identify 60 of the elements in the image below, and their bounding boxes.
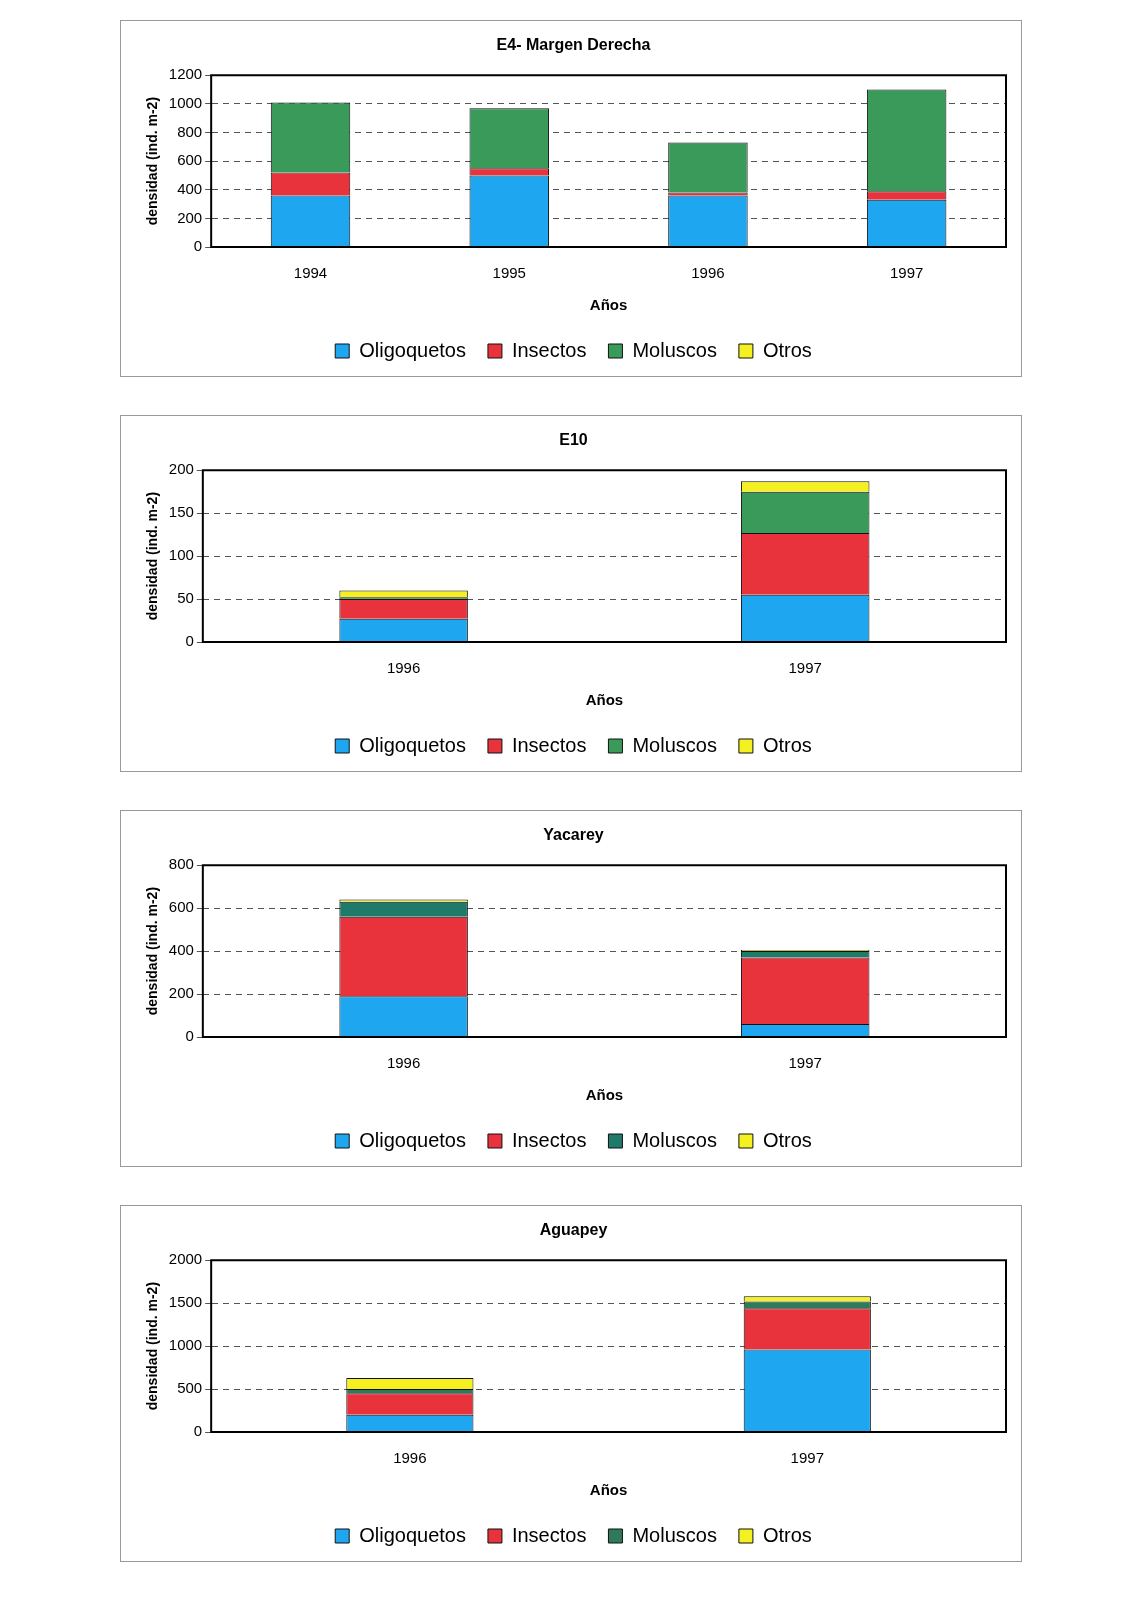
legend-label: Otros <box>762 733 812 756</box>
x-axis-title: Años <box>585 691 624 709</box>
x-tick-label: 1997 <box>788 659 822 677</box>
chart-title: Yacarey <box>543 826 604 844</box>
y-tick-label: 1000 <box>168 1336 203 1354</box>
y-tick-label: 600 <box>168 898 194 916</box>
legend-label: Insectos <box>511 1128 587 1151</box>
legend-label: Moluscos <box>632 733 717 756</box>
y-tick-label: 0 <box>185 632 194 650</box>
x-axis-title: Años <box>589 296 628 314</box>
y-tick-label: 400 <box>177 179 203 197</box>
chart-title: E10 <box>559 431 588 449</box>
x-tick-label: 1996 <box>386 1054 421 1072</box>
legend-label: Moluscos <box>632 1523 717 1546</box>
legend-label: Otros <box>762 1523 812 1546</box>
y-tick-label: 0 <box>193 1422 203 1440</box>
y-tick-label: 1000 <box>168 93 203 111</box>
y-tick-label: 500 <box>177 1379 203 1397</box>
legend-label: Insectos <box>511 1523 587 1546</box>
x-tick-label: 1996 <box>691 264 725 282</box>
x-tick-label: 1994 <box>293 264 328 282</box>
legend-label: Oligoquetos <box>359 733 466 756</box>
y-tick-label: 200 <box>177 208 203 226</box>
x-tick-label: 1997 <box>889 264 924 282</box>
y-tick-label: 1500 <box>168 1293 203 1311</box>
x-tick-label: 1997 <box>788 1054 822 1072</box>
y-tick-label: 600 <box>177 151 203 169</box>
legend-label: Moluscos <box>632 1128 717 1151</box>
x-tick-label: 1995 <box>492 264 526 282</box>
x-axis-title: Años <box>585 1086 624 1104</box>
chart-title: E4- Margen Derecha <box>496 36 651 54</box>
y-axis-title: densidad (ind. m-2) <box>144 1281 161 1411</box>
y-tick-label: 100 <box>168 546 194 564</box>
x-axis-title: Años <box>589 1481 628 1499</box>
y-tick-label: 0 <box>185 1027 194 1045</box>
y-tick-label: 400 <box>168 941 194 959</box>
x-tick-label: 1996 <box>393 1449 427 1467</box>
y-axis-title: densidad (ind. m-2) <box>144 491 161 621</box>
y-tick-label: 200 <box>168 984 194 1002</box>
y-tick-label: 0 <box>193 237 203 255</box>
y-tick-label: 2000 <box>168 1250 203 1268</box>
legend-label: Insectos <box>511 338 587 361</box>
legend-label: Otros <box>762 338 812 361</box>
y-axis-title: densidad (ind. m-2) <box>144 886 161 1016</box>
legend-label: Oligoquetos <box>359 1128 466 1151</box>
x-tick-label: 1996 <box>386 659 421 677</box>
x-tick-label: 1997 <box>790 1449 824 1467</box>
y-tick-label: 800 <box>168 855 194 873</box>
legend-label: Oligoquetos <box>359 1523 466 1546</box>
chart-title: Aguapey <box>539 1221 608 1239</box>
y-tick-label: 150 <box>168 503 194 521</box>
y-axis-title: densidad (ind. m-2) <box>144 96 161 226</box>
legend-label: Oligoquetos <box>359 338 466 361</box>
legend-label: Insectos <box>511 733 587 756</box>
legend-label: Otros <box>762 1128 812 1151</box>
y-tick-label: 800 <box>177 122 203 140</box>
y-tick-label: 50 <box>177 589 194 607</box>
y-tick-label: 200 <box>168 460 194 478</box>
y-tick-label: 1200 <box>168 65 203 83</box>
legend-label: Moluscos <box>632 338 717 361</box>
